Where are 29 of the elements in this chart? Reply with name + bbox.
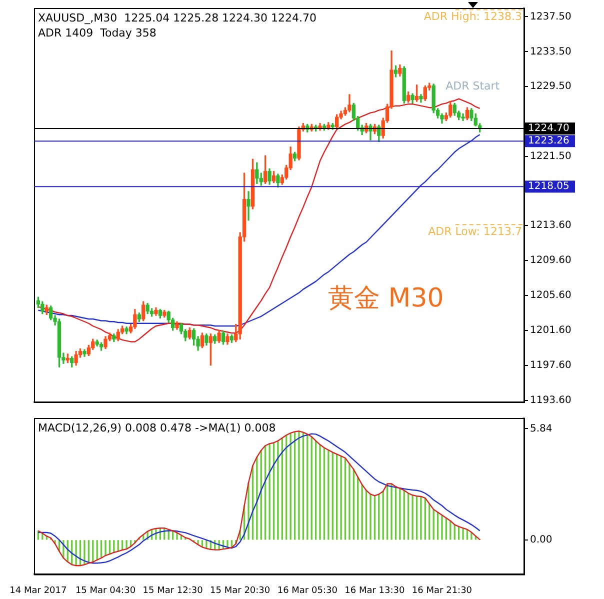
ref-line-label: ADR High: 1238.3: [424, 10, 522, 24]
ref-line-label: 1218.05: [528, 181, 570, 192]
text: ADR 1409 Today 358: [38, 26, 156, 40]
y-tick-label: 5.84: [530, 423, 552, 434]
y-tick-label: 1237.50: [530, 11, 572, 22]
x-tick-label: 14 Mar 2017: [10, 586, 67, 596]
chart-title: XAUUSD_,M30 1225.04 1225.28 1224.30 1224.70: [38, 11, 317, 24]
chart-title: MACD(12,26,9) 0.008 0.478 ->MA(1) 0.008: [38, 421, 276, 434]
y-tick-label: 1197.60: [530, 360, 572, 371]
x-tick-label: 15 Mar 20:30: [210, 586, 270, 596]
y-tick-label: 1193.60: [530, 394, 572, 406]
x-tick-label: 15 Mar 12:30: [142, 586, 204, 596]
y-tick-label: 1221.50: [530, 151, 572, 162]
y-tick-label: 1213.60: [530, 220, 572, 232]
x-tick-label: 15 Mar 04:30: [75, 586, 136, 596]
annotation: ADR Start: [446, 80, 500, 93]
y-tick-label: 0.00: [530, 534, 552, 546]
y-tick-label: 1201.60: [530, 324, 572, 336]
y-tick-label: 1229.50: [530, 81, 572, 92]
annotation: 黄金 M30: [328, 283, 444, 314]
y-tick-label: 1205.60: [530, 290, 572, 302]
x-tick-label: 16 Mar 13:30: [344, 586, 406, 596]
x-tick-label: 16 Mar 05:30: [277, 586, 338, 596]
ref-line-label: 1224.70: [528, 123, 570, 134]
y-tick-label: 1233.50: [530, 46, 572, 58]
ref-line-label: 1223.26: [528, 136, 570, 147]
x-tick-label: 16 Mar 21:30: [412, 586, 472, 596]
y-tick-label: 1209.60: [530, 255, 572, 266]
ref-line-label: ADR Low: 1213.7: [428, 225, 522, 238]
